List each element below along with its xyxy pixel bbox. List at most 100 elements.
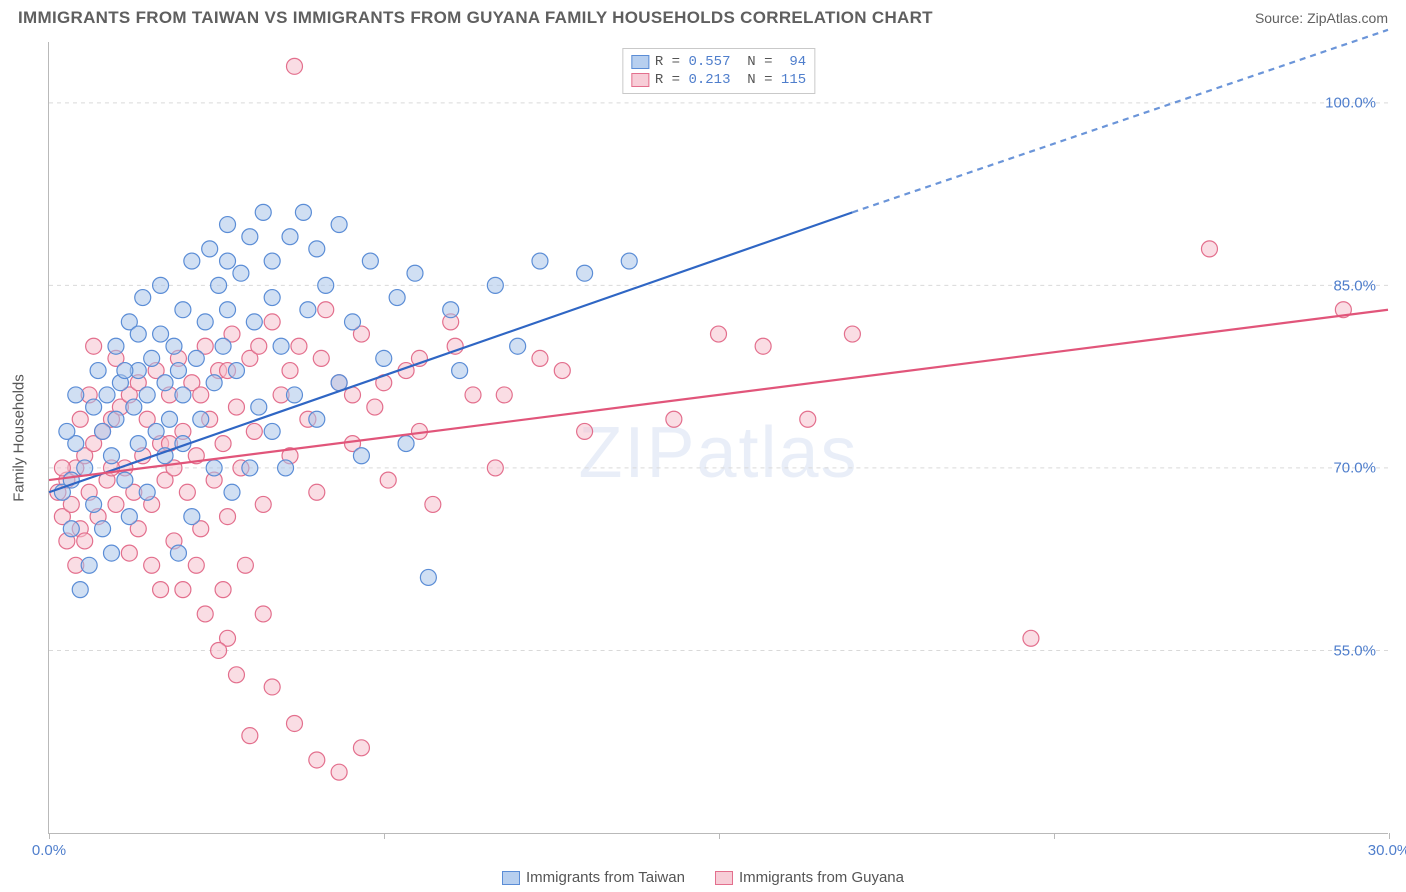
legend-row-guyana: R = 0.213 N = 115 — [631, 71, 806, 89]
scatter-point — [1201, 241, 1217, 257]
scatter-point — [844, 326, 860, 342]
source-label: Source: — [1255, 10, 1307, 26]
scatter-point — [264, 679, 280, 695]
scatter-point — [188, 557, 204, 573]
series-name-guyana: Immigrants from Guyana — [739, 869, 904, 886]
scatter-point — [264, 423, 280, 439]
scatter-point — [313, 350, 329, 366]
scatter-point — [206, 460, 222, 476]
scatter-point — [153, 277, 169, 293]
scatter-point — [184, 509, 200, 525]
scatter-point — [318, 277, 334, 293]
correlation-legend: R = 0.557 N = 94 R = 0.213 N = 115 — [622, 48, 815, 94]
x-tick — [719, 833, 720, 839]
scatter-point — [295, 204, 311, 220]
scatter-point — [63, 521, 79, 537]
scatter-point — [255, 606, 271, 622]
scatter-point — [193, 411, 209, 427]
scatter-point — [224, 484, 240, 500]
scatter-point — [72, 582, 88, 598]
scatter-point — [398, 436, 414, 452]
scatter-point — [144, 557, 160, 573]
y-tick-label: 55.0% — [1333, 643, 1376, 660]
n-value-taiwan: 94 — [789, 54, 806, 70]
scatter-point — [108, 411, 124, 427]
scatter-point — [407, 265, 423, 281]
scatter-point — [68, 387, 84, 403]
scatter-point — [380, 472, 396, 488]
scatter-point — [95, 423, 111, 439]
scatter-point — [420, 569, 436, 585]
legend-item-taiwan: Immigrants from Taiwan — [502, 869, 685, 886]
scatter-point — [103, 448, 119, 464]
scatter-point — [278, 460, 294, 476]
x-tick — [1054, 833, 1055, 839]
scatter-point — [1023, 630, 1039, 646]
scatter-point — [309, 411, 325, 427]
scatter-point — [179, 484, 195, 500]
scatter-point — [331, 217, 347, 233]
scatter-point — [577, 265, 593, 281]
y-tick-label: 70.0% — [1333, 460, 1376, 477]
scatter-point — [331, 764, 347, 780]
scatter-point — [621, 253, 637, 269]
scatter-point — [215, 582, 231, 598]
scatter-point — [220, 253, 236, 269]
scatter-point — [487, 460, 503, 476]
scatter-point — [362, 253, 378, 269]
scatter-point — [139, 484, 155, 500]
legend-row-taiwan: R = 0.557 N = 94 — [631, 53, 806, 71]
scatter-point — [153, 582, 169, 598]
scatter-point — [273, 338, 289, 354]
y-tick-label: 85.0% — [1333, 277, 1376, 294]
scatter-point — [175, 387, 191, 403]
scatter-point — [242, 728, 258, 744]
scatter-point — [59, 423, 75, 439]
scatter-point — [228, 399, 244, 415]
x-tick — [49, 833, 50, 839]
scatter-point — [184, 253, 200, 269]
source-attribution: Source: ZipAtlas.com — [1255, 10, 1388, 26]
scatter-point — [175, 302, 191, 318]
scatter-point — [282, 229, 298, 245]
x-tick — [1389, 833, 1390, 839]
series-name-taiwan: Immigrants from Taiwan — [526, 869, 685, 886]
n-label: N = — [747, 54, 772, 70]
scatter-point — [117, 472, 133, 488]
scatter-point — [755, 338, 771, 354]
scatter-point — [77, 533, 93, 549]
scatter-point — [139, 387, 155, 403]
scatter-point — [117, 363, 133, 379]
scatter-point — [215, 338, 231, 354]
scatter-point — [246, 314, 262, 330]
x-tick-label: 30.0% — [1368, 842, 1406, 859]
scatter-point — [162, 411, 178, 427]
scatter-point — [353, 448, 369, 464]
scatter-point — [197, 314, 213, 330]
r-label: R = — [655, 54, 680, 70]
r-value-guyana: 0.213 — [688, 72, 730, 88]
swatch-taiwan-bottom — [502, 871, 520, 885]
chart-title: IMMIGRANTS FROM TAIWAN VS IMMIGRANTS FRO… — [18, 8, 933, 28]
scatter-point — [242, 229, 258, 245]
chart-plot-area: Family Households ZIPatlas 55.0%70.0%85.… — [48, 42, 1388, 834]
scatter-point — [443, 302, 459, 318]
r-label: R = — [655, 72, 680, 88]
scatter-point — [220, 302, 236, 318]
scatter-point — [108, 496, 124, 512]
source-name: ZipAtlas.com — [1307, 10, 1388, 26]
scatter-point — [711, 326, 727, 342]
scatter-point — [554, 363, 570, 379]
scatter-point — [532, 350, 548, 366]
scatter-point — [376, 350, 392, 366]
scatter-point — [215, 436, 231, 452]
title-bar: IMMIGRANTS FROM TAIWAN VS IMMIGRANTS FRO… — [0, 0, 1406, 32]
scatter-point — [237, 557, 253, 573]
swatch-guyana-bottom — [715, 871, 733, 885]
scatter-point — [345, 314, 361, 330]
scatter-point — [246, 423, 262, 439]
scatter-point — [510, 338, 526, 354]
y-axis-title: Family Households — [11, 374, 28, 502]
scatter-point — [95, 521, 111, 537]
scatter-point — [251, 338, 267, 354]
